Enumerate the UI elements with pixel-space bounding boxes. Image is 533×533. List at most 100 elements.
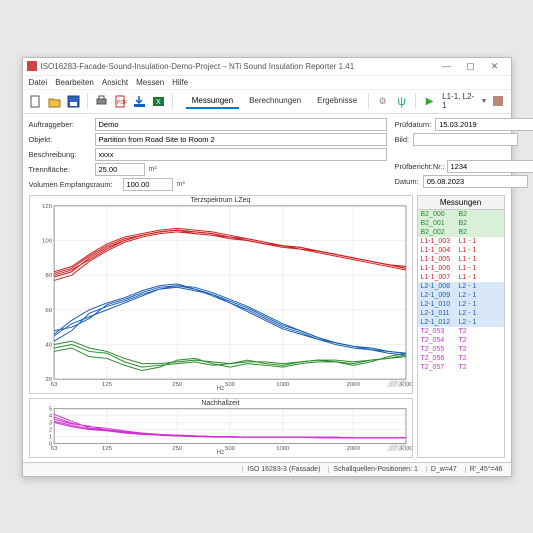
import-button[interactable] bbox=[131, 92, 148, 110]
measurement-row[interactable]: B2_001B2 bbox=[418, 219, 504, 228]
cactus-button[interactable]: ψ bbox=[393, 92, 410, 110]
measurement-row[interactable]: L1-1_005L1 - 1 bbox=[418, 255, 504, 264]
export-excel-button[interactable]: X bbox=[150, 92, 167, 110]
dropdown-icon[interactable]: ▼ bbox=[480, 98, 487, 105]
svg-text:120: 120 bbox=[42, 203, 53, 209]
bild-label: Bild: bbox=[395, 135, 410, 144]
beschreibung-label: Beschreibung: bbox=[29, 150, 91, 159]
menu-hilfe[interactable]: Hilfe bbox=[172, 78, 188, 87]
close-button[interactable]: ✕ bbox=[483, 59, 507, 73]
new-button[interactable] bbox=[27, 92, 44, 110]
form-panel: Auftraggeber: Objekt: Beschreibung: Tren… bbox=[23, 114, 511, 195]
svg-text:60: 60 bbox=[45, 307, 52, 313]
minimize-button[interactable]: — bbox=[435, 59, 459, 73]
trennflaeche-input[interactable] bbox=[95, 163, 145, 176]
measurements-list: B2_000B2B2_001B2B2_002B2L1-1_003L1 - 1L1… bbox=[417, 210, 505, 458]
measurement-row[interactable]: L1-1_003L1 - 1 bbox=[418, 237, 504, 246]
measurement-row[interactable]: L2-1_011L2 - 1 bbox=[418, 309, 504, 318]
main-chart: Terzspektrum LZeq 2040608010012063125250… bbox=[29, 195, 413, 394]
app-icon bbox=[27, 61, 37, 71]
pruefdatum-input[interactable] bbox=[435, 118, 533, 131]
volumen-input[interactable] bbox=[123, 178, 173, 191]
reverb-chart: Nachhallzeit 012345631252505001000200040… bbox=[29, 398, 413, 458]
status-cell: Schallquellen-Positionen: 1 bbox=[328, 466, 421, 473]
measurements-panel: Messungen B2_000B2B2_001B2B2_002B2L1-1_0… bbox=[417, 195, 505, 458]
nti-logo: .ıllNTi bbox=[387, 443, 408, 453]
menu-datei[interactable]: Datei bbox=[29, 78, 48, 87]
measurement-row[interactable]: T2_054T2 bbox=[418, 336, 504, 345]
measurement-row[interactable]: T2_056T2 bbox=[418, 354, 504, 363]
nti-logo: .ıllNTi bbox=[387, 379, 408, 389]
measurement-row[interactable]: T2_053T2 bbox=[418, 327, 504, 336]
beschreibung-input[interactable] bbox=[95, 148, 387, 161]
datum-label: Datum: bbox=[395, 177, 419, 186]
svg-text:100: 100 bbox=[42, 238, 53, 244]
measurements-header: Messungen bbox=[417, 195, 505, 210]
svg-text:125: 125 bbox=[101, 446, 112, 452]
menu-ansicht[interactable]: Ansicht bbox=[102, 78, 128, 87]
play-button[interactable]: ▶ bbox=[421, 92, 438, 110]
pruefbericht-label: Prüfbericht:Nr.: bbox=[395, 162, 443, 171]
tab-messungen[interactable]: Messungen bbox=[186, 94, 239, 109]
svg-text:PDF: PDF bbox=[117, 100, 127, 106]
chart1-title: Terzspektrum LZeq bbox=[191, 197, 251, 204]
bild-input[interactable] bbox=[413, 133, 518, 146]
maximize-button[interactable]: ▢ bbox=[459, 59, 483, 73]
gear-icon: ⚙ bbox=[379, 96, 387, 107]
svg-text:1: 1 bbox=[48, 434, 51, 440]
export-pdf-button[interactable]: PDF bbox=[112, 92, 129, 110]
measurement-row[interactable]: B2_002B2 bbox=[418, 228, 504, 237]
save-button[interactable] bbox=[65, 92, 82, 110]
measurement-row[interactable]: L1-1_004L1 - 1 bbox=[418, 246, 504, 255]
play-icon: ▶ bbox=[426, 96, 434, 107]
svg-text:2: 2 bbox=[48, 427, 51, 433]
svg-text:X: X bbox=[156, 99, 161, 106]
measurement-row[interactable]: L1-1_007L1 - 1 bbox=[418, 273, 504, 282]
svg-text:40: 40 bbox=[45, 342, 52, 348]
svg-text:2000: 2000 bbox=[346, 446, 360, 452]
objekt-input[interactable] bbox=[95, 133, 387, 146]
menubar: Datei Bearbeiten Ansicht Messen Hilfe bbox=[23, 76, 511, 90]
measurement-row[interactable]: B2_000B2 bbox=[418, 210, 504, 219]
window-title: ISO16283-Facade-Sound-Insulation-Demo-Pr… bbox=[41, 62, 355, 71]
svg-text:3: 3 bbox=[48, 420, 52, 426]
measurement-row[interactable]: T2_055T2 bbox=[418, 345, 504, 354]
svg-text:250: 250 bbox=[172, 446, 183, 452]
svg-text:250: 250 bbox=[172, 382, 183, 388]
stop-button[interactable] bbox=[489, 92, 506, 110]
svg-text:63: 63 bbox=[50, 446, 57, 452]
volumen-label: Volumen Empfangsraum: bbox=[29, 180, 119, 189]
content-area: Terzspektrum LZeq 2040608010012063125250… bbox=[23, 195, 511, 462]
auftraggeber-label: Auftraggeber: bbox=[29, 120, 91, 129]
play-label: L1-1, L2-1 bbox=[442, 92, 476, 110]
pruefbericht-input[interactable] bbox=[447, 160, 533, 173]
auftraggeber-input[interactable] bbox=[95, 118, 387, 131]
menu-bearbeiten[interactable]: Bearbeiten bbox=[55, 78, 94, 87]
toolbar: PDF X MessungenBerechnungenErgebnisse ⚙ … bbox=[23, 90, 511, 114]
tab-berechnungen[interactable]: Berechnungen bbox=[243, 94, 307, 109]
objekt-label: Objekt: bbox=[29, 135, 91, 144]
tab-ergebnisse[interactable]: Ergebnisse bbox=[311, 94, 363, 109]
statusbar: ISO 16283-3 (Fassade) Schallquellen-Posit… bbox=[23, 462, 511, 476]
measurement-row[interactable]: L2-1_010L2 - 1 bbox=[418, 300, 504, 309]
volumen-unit: m³ bbox=[177, 181, 191, 188]
open-button[interactable] bbox=[46, 92, 63, 110]
measurement-row[interactable]: L2-1_012L2 - 1 bbox=[418, 318, 504, 327]
measurement-row[interactable]: L2-1_009L2 - 1 bbox=[418, 291, 504, 300]
datum-input[interactable] bbox=[423, 175, 528, 188]
measurement-row[interactable]: L2-1_008L2 - 1 bbox=[418, 282, 504, 291]
menu-messen[interactable]: Messen bbox=[136, 78, 164, 87]
svg-text:1000: 1000 bbox=[276, 446, 290, 452]
status-cell: ISO 16283-3 (Fassade) bbox=[242, 466, 324, 473]
measurement-row[interactable]: T2_057T2 bbox=[418, 363, 504, 372]
svg-text:2000: 2000 bbox=[346, 382, 360, 388]
chart2-xlabel: Hz bbox=[217, 450, 224, 456]
measurement-row[interactable]: L1-1_006L1 - 1 bbox=[418, 264, 504, 273]
trennflaeche-label: Trennfläche: bbox=[29, 165, 91, 174]
print-button[interactable] bbox=[93, 92, 110, 110]
svg-text:125: 125 bbox=[101, 382, 112, 388]
svg-text:63: 63 bbox=[50, 382, 57, 388]
status-cell: D_w=47 bbox=[426, 466, 461, 473]
settings-button[interactable]: ⚙ bbox=[374, 92, 391, 110]
trennflaeche-unit: m² bbox=[149, 166, 163, 173]
